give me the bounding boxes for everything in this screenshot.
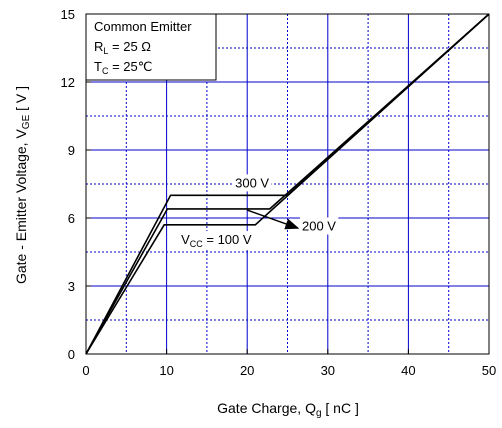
series <box>85 13 490 355</box>
y-axis-title: Gate - Emitter Voltage, VGE [ V ] <box>13 86 32 284</box>
ann-300v-label-bg <box>233 174 272 192</box>
annotations: 300 V 200 V VCC = 100 V <box>179 174 339 251</box>
x-tick-label: 30 <box>321 363 335 378</box>
series-line-100v <box>85 13 490 355</box>
ann-100v-label-bg <box>179 231 254 251</box>
x-tick-label: 0 <box>82 363 89 378</box>
x-axis-title: Gate Charge, Qg [ nC ] <box>217 400 359 419</box>
legend-line-3: TC = 25℃ <box>94 59 152 76</box>
series-line-200v <box>85 13 490 355</box>
y-tick-label: 12 <box>61 75 75 90</box>
x-tick-label: 50 <box>482 363 496 378</box>
legend-box: Common Emitter RL = 25 Ω TC = 25℃ <box>85 13 217 81</box>
x-tick-label: 20 <box>240 363 254 378</box>
pointer-arrow <box>246 209 300 230</box>
axis-ticks: 0 10 20 30 40 50 0 3 6 9 12 15 <box>61 7 497 378</box>
plot-frame <box>85 13 490 355</box>
y-tick-label: 6 <box>68 211 75 226</box>
legend-frame <box>85 13 217 81</box>
legend-line-1: Common Emitter <box>94 19 192 34</box>
y-tick-label: 3 <box>68 279 75 294</box>
x-tick-label: 40 <box>401 363 415 378</box>
ann-300v-label: 300 V <box>235 175 269 190</box>
grid <box>86 14 489 354</box>
ann-100v-label: VCC = 100 V <box>181 232 252 249</box>
y-tick-label: 9 <box>68 143 75 158</box>
ann-200v-label: 200 V <box>302 218 336 233</box>
ann-200v-label-bg <box>300 217 339 235</box>
x-tick-label: 10 <box>159 363 173 378</box>
legend-line-2: RL = 25 Ω <box>94 39 151 56</box>
y-tick-label: 15 <box>61 7 75 22</box>
y-tick-label: 0 <box>68 347 75 362</box>
